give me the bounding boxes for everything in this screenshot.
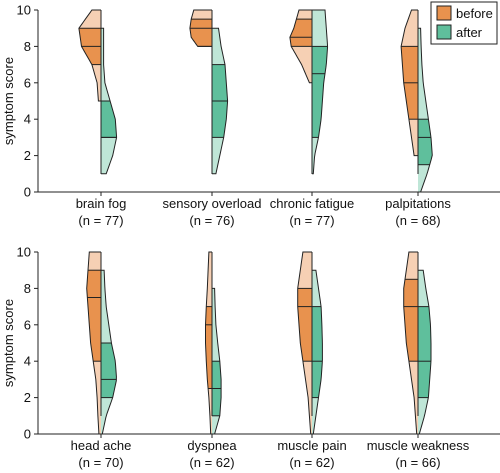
before-lower-tail	[91, 64, 101, 101]
before-upper-tail	[191, 10, 212, 20]
before-lower-tail	[408, 119, 418, 156]
legend-label-after: after	[456, 25, 483, 40]
after-lower-tail	[418, 397, 429, 434]
y-tick-label: 6	[24, 317, 31, 332]
violin-chronic-fatigue	[289, 9, 329, 196]
y-tick-label: 6	[24, 75, 31, 90]
y-tick-label: 2	[24, 390, 31, 405]
y-axis-label: symptom score	[1, 57, 16, 145]
after-iqr	[101, 343, 117, 398]
category-label: muscle pain	[277, 438, 346, 453]
category-label: muscle weakness	[367, 438, 470, 453]
before-iqr	[289, 19, 312, 47]
before-outline	[78, 9, 101, 102]
after-outline	[312, 9, 329, 175]
y-tick-label: 10	[17, 245, 31, 260]
before-upper-tail	[206, 252, 212, 307]
after-outline	[312, 269, 323, 435]
after-iqr	[312, 306, 323, 398]
y-tick-label: 4	[24, 112, 31, 127]
legend: before after	[430, 1, 498, 45]
before-upper-tail	[88, 252, 101, 271]
legend-swatch-before	[436, 5, 452, 21]
after-upper-tail	[101, 28, 111, 102]
legend-label-before: before	[456, 6, 493, 21]
after-iqr	[312, 46, 328, 138]
before-iqr	[297, 288, 312, 362]
y-tick-label: 8	[24, 281, 31, 296]
violin-palpitations	[400, 9, 433, 196]
before-outline	[86, 251, 101, 435]
sample-size-label: (n = 70)	[78, 455, 123, 470]
sample-size-label: (n = 62)	[189, 455, 234, 470]
category-label: chronic fatigue	[270, 196, 355, 211]
before-upper-tail	[296, 10, 312, 20]
violin-muscle-weakness	[403, 251, 432, 438]
sample-size-label: (n = 76)	[189, 213, 234, 228]
after-upper-tail	[418, 28, 429, 120]
sample-size-label: (n = 77)	[78, 213, 123, 228]
violin-muscle-pain	[297, 251, 323, 438]
y-tick-label: 0	[24, 427, 31, 442]
category-label: brain fog	[76, 196, 127, 211]
y-tick-label: 8	[24, 39, 31, 54]
after-upper-tail	[418, 270, 429, 307]
chart-panels: 0 2 4 6 8 10 symptom score brain fog (n = 77) sen…	[1, 3, 500, 470]
before-upper-tail	[78, 10, 101, 29]
after-lower-tail	[101, 137, 117, 174]
after-iqr	[418, 306, 431, 398]
category-label: sensory overload	[163, 196, 262, 211]
violin-brain-fog	[78, 9, 118, 196]
violin-dyspnea	[205, 251, 222, 438]
violin-sensory-overload	[189, 9, 229, 196]
before-upper-tail	[401, 10, 418, 47]
before-iqr	[205, 306, 212, 389]
before-iqr	[403, 279, 418, 362]
y-tick-label: 2	[24, 148, 31, 163]
category-label: dyspnea	[187, 438, 237, 453]
violin-head-ache	[86, 251, 117, 438]
after-outline	[418, 269, 432, 435]
sample-size-label: (n = 68)	[395, 213, 440, 228]
y-tick-label: 4	[24, 354, 31, 369]
after-upper-tail	[312, 270, 322, 307]
after-upper-tail	[212, 28, 225, 65]
y-axis-label: symptom score	[1, 299, 16, 387]
after-upper-tail	[312, 10, 328, 47]
after-iqr	[101, 101, 117, 138]
legend-swatch-after	[436, 24, 452, 40]
sample-size-label: (n = 62)	[289, 455, 334, 470]
before-upper-tail	[297, 252, 312, 289]
sample-size-label: (n = 66)	[395, 455, 440, 470]
category-label: palpitations	[385, 196, 451, 211]
category-label: head ache	[71, 438, 132, 453]
after-lower-tail	[418, 164, 430, 192]
after-iqr	[418, 119, 433, 165]
after-outline	[101, 269, 117, 435]
after-outline	[418, 27, 433, 193]
sample-size-label: (n = 77)	[289, 213, 334, 228]
before-outline	[297, 251, 312, 435]
y-tick-label: 10	[17, 3, 31, 18]
before-outline	[205, 251, 212, 435]
before-iqr	[189, 19, 212, 47]
y-tick-label: 0	[24, 185, 31, 200]
after-lower-tail	[212, 415, 220, 434]
after-lower-tail	[212, 137, 224, 174]
